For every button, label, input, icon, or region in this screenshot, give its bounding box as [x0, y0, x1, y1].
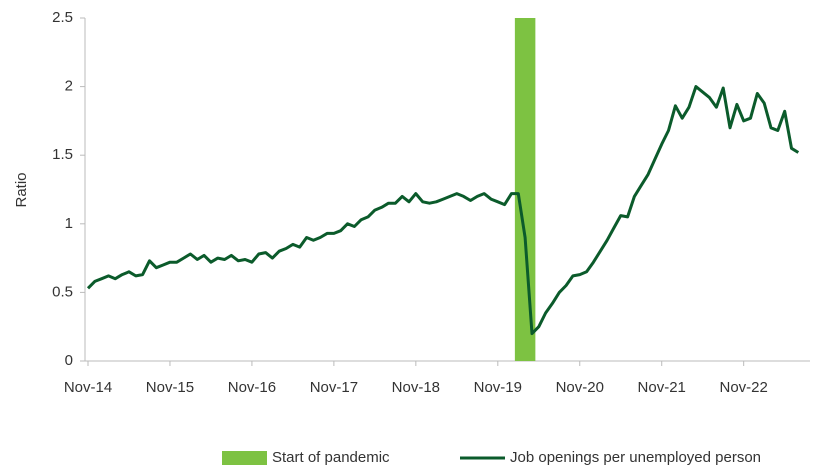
legend-label: Job openings per unemployed person: [510, 449, 761, 466]
x-tick-label: Nov-14: [64, 379, 112, 396]
y-tick-label: 2: [65, 78, 73, 95]
x-tick-label: Nov-19: [474, 379, 522, 396]
legend-label: Start of pandemic: [272, 449, 390, 466]
pandemic-bar: [514, 18, 536, 361]
y-tick-label: 1: [65, 215, 73, 232]
y-tick-label: 0.5: [52, 283, 73, 300]
y-axis-label: Ratio: [13, 172, 30, 207]
y-tick-label: 1.5: [52, 146, 73, 163]
x-tick-label: Nov-18: [392, 379, 440, 396]
x-tick-label: Nov-17: [310, 379, 358, 396]
x-tick-label: Nov-15: [146, 379, 194, 396]
x-tick-label: Nov-20: [556, 379, 604, 396]
legend-swatch: [222, 451, 267, 465]
line: [86, 85, 800, 336]
y-tick-label: 2.5: [52, 9, 73, 26]
x-tick-label: Nov-22: [720, 379, 768, 396]
x-tick-label: Nov-16: [228, 379, 276, 396]
y-tick-label: 0: [65, 352, 73, 369]
x-tick-label: Nov-21: [638, 379, 686, 396]
